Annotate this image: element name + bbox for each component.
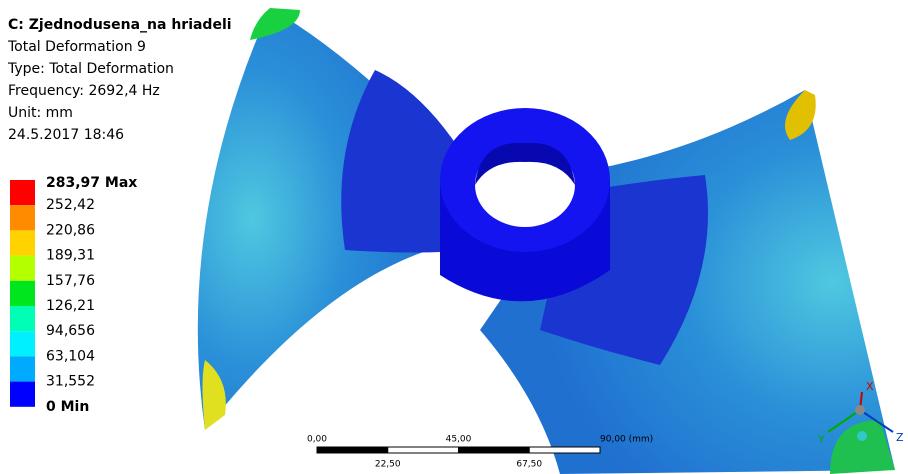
legend-swatch: [10, 180, 35, 205]
header-line: Type: Total Deformation: [7, 61, 174, 77]
scale-label: 22,50: [375, 460, 401, 470]
triad-ball: [857, 431, 867, 441]
legend-swatch: [10, 382, 35, 407]
scale-label: 0,00: [307, 435, 327, 445]
scale-segment: [317, 447, 388, 453]
triad-center: [855, 405, 865, 415]
legend-swatch: [10, 281, 35, 306]
legend-swatch: [10, 331, 35, 356]
legend-label: 283,97 Max: [46, 175, 137, 191]
header-line: Frequency: 2692,4 Hz: [8, 83, 160, 99]
z-label: Z: [896, 431, 904, 444]
legend-label: 94,656: [46, 323, 95, 339]
header-line: 24.5.2017 18:46: [8, 127, 124, 143]
legend-label: 252,42: [46, 197, 95, 213]
legend-swatch: [10, 356, 35, 381]
model: [198, 8, 895, 474]
header-line: Unit: mm: [8, 105, 73, 121]
scale-segment: [529, 447, 600, 453]
title: C: Zjednodusena_na hriadeli: [8, 17, 232, 33]
scale-label: 67,50: [516, 460, 542, 470]
y-label: Y: [817, 433, 825, 446]
scale-label: 90,00 (mm): [600, 435, 653, 445]
legend-label: 189,31: [46, 248, 95, 264]
viewport: C: Zjednodusena_na hriadeli Total Deform…: [0, 0, 908, 474]
x-label: X: [866, 380, 874, 393]
legend-swatch: [10, 256, 35, 281]
scale-segment: [459, 447, 530, 453]
header-lines: Total Deformation 9 Type: Total Deformati…: [7, 39, 174, 143]
scale-label: 45,00: [446, 435, 472, 445]
scale-segment: [388, 447, 459, 453]
legend-label: 126,21: [46, 298, 95, 314]
legend-swatch: [10, 306, 35, 331]
legend: 283,97 Max 252,42 220,86 189,31 157,76 126,21…: [10, 175, 137, 415]
legend-label: 31,552: [46, 374, 95, 390]
legend-swatch: [10, 205, 35, 230]
legend-label: 63,104: [46, 348, 95, 364]
header-line: Total Deformation 9: [7, 39, 146, 55]
legend-label: 0 Min: [46, 399, 89, 415]
legend-label: 157,76: [46, 273, 95, 289]
legend-swatch: [10, 230, 35, 255]
legend-label: 220,86: [46, 222, 95, 238]
